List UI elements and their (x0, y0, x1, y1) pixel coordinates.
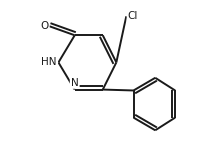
Text: O: O (40, 21, 48, 31)
Text: Cl: Cl (128, 11, 138, 21)
Text: N: N (71, 78, 79, 88)
Text: HN: HN (42, 57, 57, 67)
Text: N: N (71, 78, 79, 88)
Text: O: O (40, 21, 48, 31)
Text: Cl: Cl (128, 11, 138, 21)
Text: HN: HN (42, 57, 57, 67)
